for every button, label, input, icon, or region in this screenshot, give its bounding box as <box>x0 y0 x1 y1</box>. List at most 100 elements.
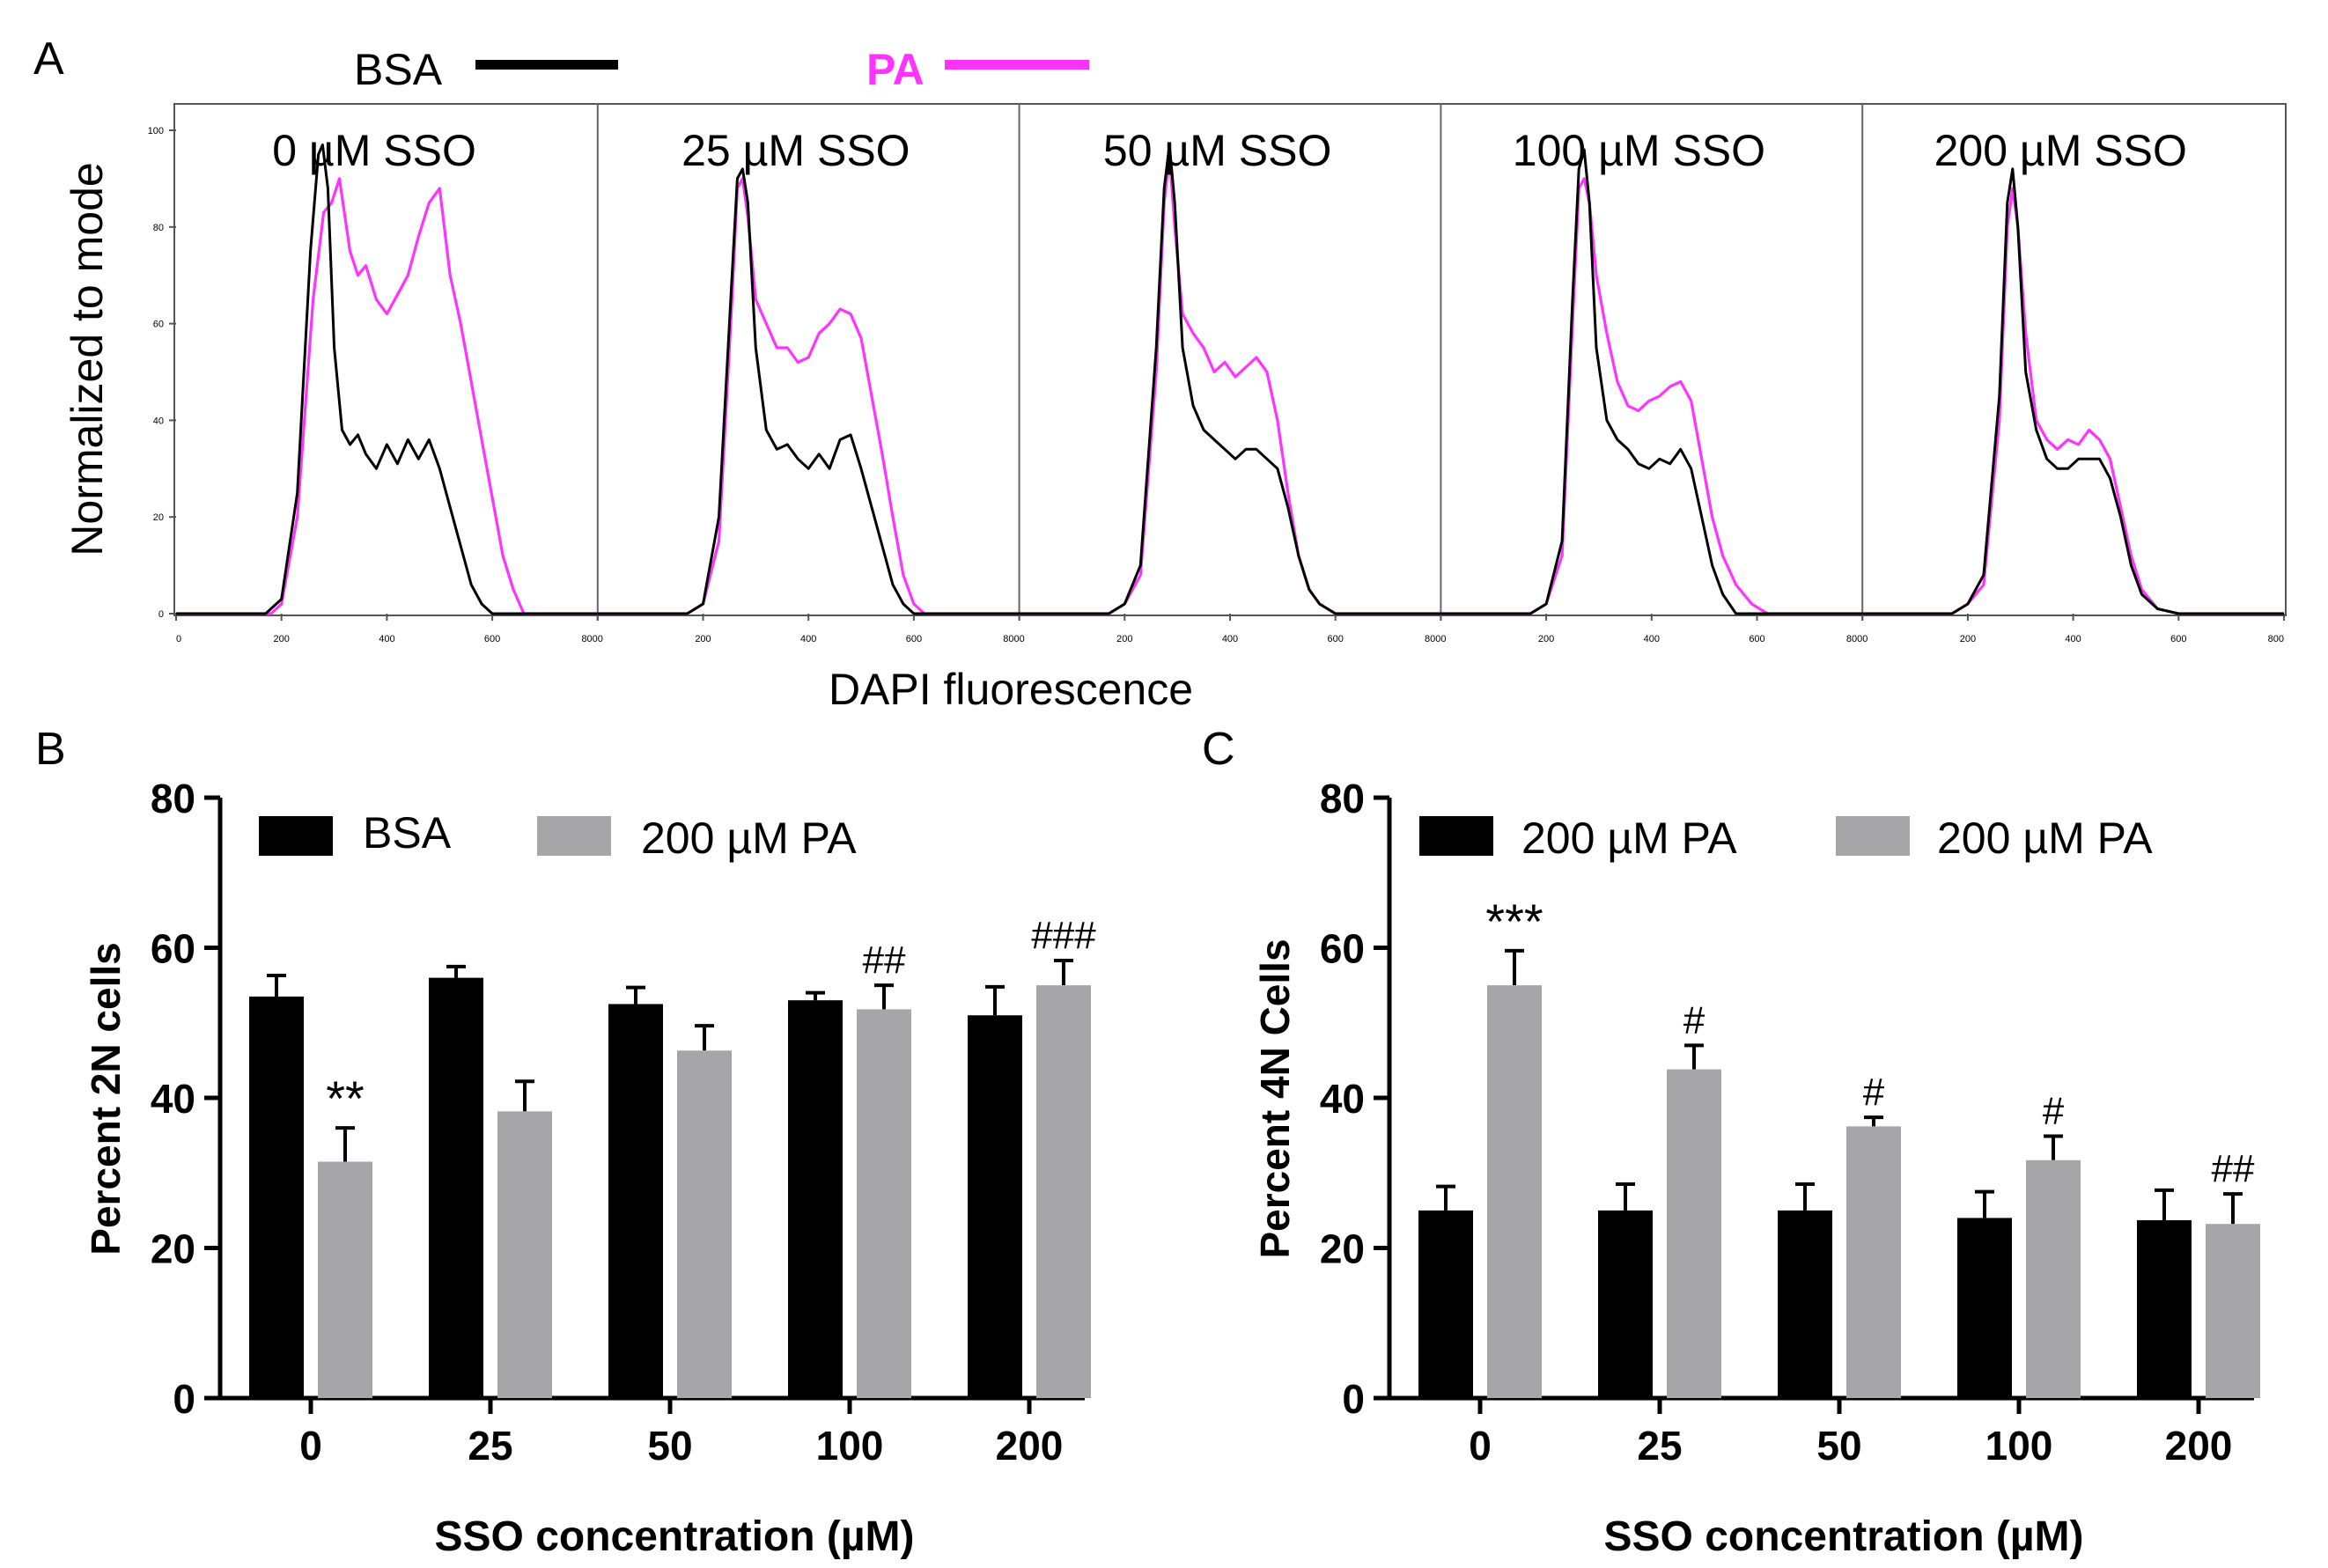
panel-a-xtick-label: 800 <box>1846 634 1862 644</box>
b-ytick-label: 80 <box>151 776 195 821</box>
c-xtick-label: 200 <box>2165 1423 2233 1469</box>
b-bar-series1 <box>788 1000 843 1398</box>
b-xtick-label: 50 <box>647 1423 692 1469</box>
b-xtick-label: 200 <box>996 1423 1064 1469</box>
b-bar-series2 <box>1036 985 1091 1398</box>
panel-a-xtick-label: 0 <box>598 634 603 644</box>
c-ytick-label: 0 <box>1342 1376 1365 1422</box>
panel-c-legend-label-1: 200 µM PA <box>1521 813 1737 863</box>
b-bar-series2 <box>318 1161 372 1398</box>
b-ytick-label: 60 <box>151 926 195 972</box>
panel-a-xtick-label: 0 <box>1020 634 1025 644</box>
panel-a-xtick-label: 400 <box>379 634 394 644</box>
c-xtick-label: 0 <box>1469 1423 1492 1469</box>
panel-a-ytick-label: 0 <box>158 609 164 620</box>
c-ytick-label: 20 <box>1320 1226 1365 1272</box>
panel-a-xtick-label: 800 <box>2268 634 2284 644</box>
b-bar-series1 <box>429 977 483 1398</box>
panel-a-ytick-label: 20 <box>153 512 164 523</box>
panel-a-xtick-label: 600 <box>1328 634 1344 644</box>
c-significance-label: ## <box>2212 1147 2255 1190</box>
legend-bsa-swatch <box>475 60 618 70</box>
panel-a-xtick-label: 400 <box>1644 634 1660 644</box>
panel-a-subplot-title: 25 µM SSO <box>681 126 910 175</box>
panel-label-c: C <box>1202 724 1235 775</box>
panel-a-xtick-label: 200 <box>1538 634 1554 644</box>
bsa-histogram-line <box>176 144 598 615</box>
b-ytick-label: 40 <box>151 1076 195 1122</box>
panel-a-xtick-label: 600 <box>906 634 922 644</box>
c-bar-series2 <box>1667 1069 1721 1398</box>
c-xtick-label: 50 <box>1816 1423 1861 1469</box>
c-xtick-label: 25 <box>1637 1423 1682 1469</box>
b-xtick-label: 100 <box>816 1423 884 1469</box>
panel-a-xtick-label: 600 <box>1749 634 1764 644</box>
panel-a-xtick-label: 0 <box>176 634 181 644</box>
bsa-histogram-line <box>1862 167 2284 615</box>
b-bar-series2 <box>497 1111 552 1398</box>
c-ytick-label: 80 <box>1320 776 1365 821</box>
panel-a-xtick-label: 200 <box>695 634 711 644</box>
panel-b-legend-swatch-2 <box>537 816 611 856</box>
panel-label-a: A <box>33 33 64 85</box>
c-bar-series2 <box>2206 1224 2260 1398</box>
panel-a-xtick-label: 400 <box>1222 634 1238 644</box>
c-bar-series2 <box>1487 985 1542 1398</box>
panel-a-subplot-title: 100 µM SSO <box>1513 126 1765 175</box>
panel-a-xtick-label: 800 <box>1003 634 1019 644</box>
panel-a-xtick-label: 200 <box>274 634 290 644</box>
panel-a-subplot-title: 200 µM SSO <box>1934 126 2187 175</box>
panel-c-legend-swatch-1 <box>1419 816 1493 856</box>
panel-a-xtick-label: 200 <box>1960 634 1976 644</box>
b-significance-label: ### <box>1031 914 1096 957</box>
c-bar-series2 <box>1846 1126 1901 1398</box>
panel-a-xtick-label: 800 <box>581 634 597 644</box>
panel-label-b: B <box>35 724 66 775</box>
bsa-histogram-line <box>1019 144 1441 615</box>
c-bar-series1 <box>1957 1218 2012 1398</box>
b-ytick-label: 20 <box>151 1226 195 1272</box>
bsa-histogram-line <box>597 167 1020 615</box>
panel-a-xtick-label: 0 <box>1440 634 1446 644</box>
c-bar-series1 <box>1598 1210 1653 1398</box>
pa-histogram-line <box>1862 187 2284 615</box>
panel-a-xtick-label: 800 <box>1425 634 1440 644</box>
c-bar-series1 <box>1778 1210 1832 1398</box>
c-xtick-label: 100 <box>1985 1423 2053 1469</box>
b-bar-series1 <box>249 996 304 1398</box>
legend-pa-label: PA <box>866 45 925 94</box>
b-bar-series2 <box>857 1009 911 1398</box>
panel-b-legend-label-2: 200 µM PA <box>641 813 857 863</box>
panel-a-ytick-label: 80 <box>153 223 164 233</box>
panel-c-legend-swatch-2 <box>1836 816 1910 856</box>
panel-a-xtick-label: 600 <box>2170 634 2186 644</box>
panel-b-legend-label-1: BSA <box>363 808 452 858</box>
panel-b-xlabel: SSO concentration (µM) <box>434 1513 914 1560</box>
bsa-histogram-line <box>1440 148 1863 615</box>
c-bar-series1 <box>2137 1219 2192 1398</box>
c-ytick-label: 40 <box>1320 1076 1365 1122</box>
c-significance-label: # <box>1683 998 1705 1042</box>
panel-a-ylabel: Normalized to mode <box>63 162 112 556</box>
b-xtick-label: 0 <box>299 1423 322 1469</box>
panel-a-subplot-title: 50 µM SSO <box>1103 126 1331 175</box>
panel-b-ylabel: Percent 2N cells <box>83 942 129 1255</box>
b-ytick-label: 0 <box>173 1376 195 1422</box>
b-significance-label: ## <box>863 939 906 982</box>
panel-a-xtick-label: 400 <box>800 634 816 644</box>
panel-a-xtick-label: 600 <box>484 634 500 644</box>
panel-c-ylabel: Percent 4N Cells <box>1252 939 1298 1258</box>
panel-a-xtick-label: 400 <box>2065 634 2081 644</box>
b-bar-series1 <box>608 1004 663 1398</box>
panel-a-xlabel: DAPI fluorescence <box>829 665 1193 714</box>
c-significance-label: *** <box>1485 894 1543 949</box>
legend-pa-swatch <box>945 60 1089 70</box>
panel-a-subplot-title: 0 µM SSO <box>272 126 476 175</box>
panel-c-legend-label-2: 200 µM PA <box>1937 813 2153 863</box>
c-bar-series2 <box>2026 1159 2081 1398</box>
b-xtick-label: 25 <box>468 1423 512 1469</box>
